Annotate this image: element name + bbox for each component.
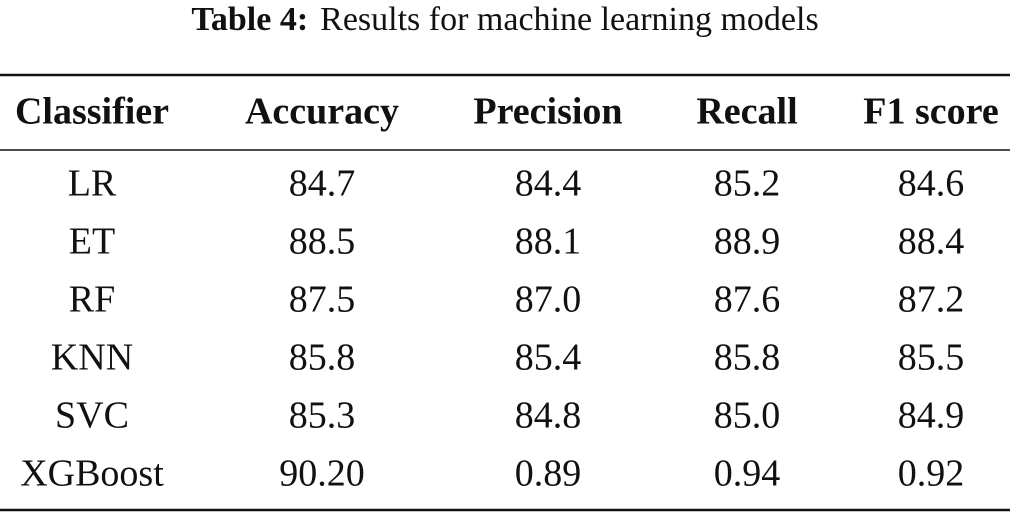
header-cell: F1 score [863,91,998,133]
cell: 84.7 [289,163,356,205]
caption-text: Results for machine learning models [320,1,819,38]
cell: 87.2 [898,279,965,321]
cell: 0.94 [714,453,781,495]
header-cell: Precision [473,91,622,133]
row-label: KNN [51,337,133,379]
cell: 85.0 [714,395,781,437]
header-cell: Classifier [15,91,169,133]
cell: 84.6 [898,163,965,205]
row-label: RF [69,279,115,321]
caption: Table 4: Results for machine learning mod… [191,1,818,38]
cell: 84.8 [515,395,582,437]
cell: 87.6 [714,279,781,321]
cell: 87.0 [515,279,582,321]
cell: 90.20 [279,453,365,495]
cell: 85.4 [515,337,582,379]
header-cell: Accuracy [245,91,399,133]
cell: 85.2 [714,163,781,205]
row-label: LR [68,163,117,205]
row-label: XGBoost [20,453,164,495]
cell: 88.4 [898,221,965,263]
cell: 88.1 [515,221,582,263]
cell: 88.5 [289,221,356,263]
caption-label: Table 4: [191,1,308,38]
cell: 85.8 [714,337,781,379]
cell: 0.89 [515,453,582,495]
cell: 85.8 [289,337,356,379]
header-cell: Recall [696,91,797,133]
cell: 84.4 [515,163,582,205]
cell: 84.9 [898,395,965,437]
cell: 88.9 [714,221,781,263]
cell: 0.92 [898,453,965,495]
cell: 87.5 [289,279,356,321]
cell: 85.5 [898,337,965,379]
cell: 85.3 [289,395,356,437]
row-label: ET [69,221,115,263]
row-label: SVC [55,395,129,437]
